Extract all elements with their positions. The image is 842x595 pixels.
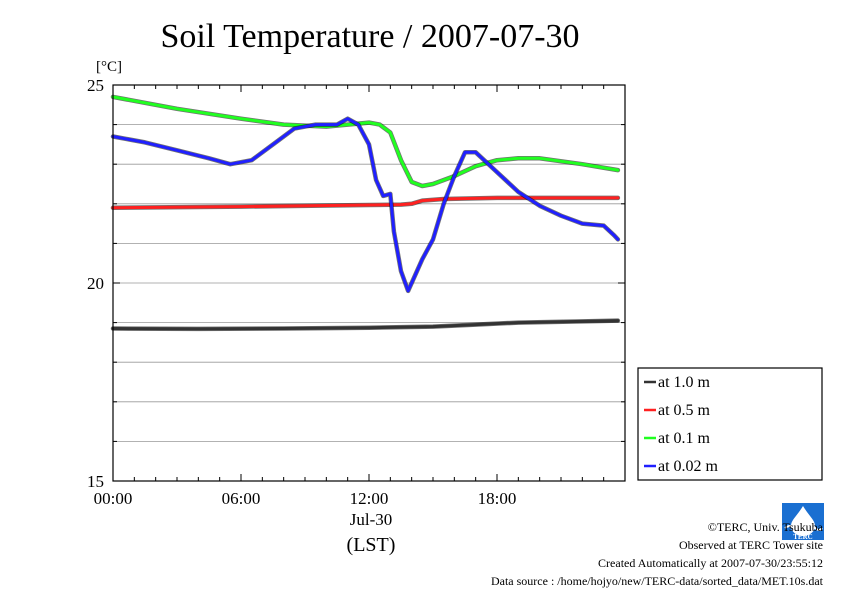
footer-created: Created Automatically at 2007-07-30/23:5…	[598, 556, 823, 570]
legend: at 1.0 m at 0.5 m at 0.1 m at 0.02 m	[637, 367, 823, 481]
legend-label: at 0.5 m	[658, 402, 711, 419]
wave-icon	[784, 525, 823, 531]
legend-label: at 1.0 m	[658, 374, 711, 391]
series-lines	[110, 94, 621, 332]
footer-observed: Observed at TERC Tower site	[678, 538, 823, 552]
x-tick-label: 12:00	[350, 489, 389, 508]
x-tick-label: 00:00	[94, 489, 133, 508]
footer-source: Data source : /home/hojyo/new/TERC-data/…	[490, 574, 823, 588]
y-axis-label: [°C]	[96, 59, 122, 75]
grid-lines	[113, 124, 625, 442]
x-tick-label: 06:00	[222, 489, 261, 508]
legend-label: at 0.1 m	[658, 430, 711, 447]
terc-logo: TERC	[782, 503, 824, 541]
series-line	[111, 117, 620, 293]
footer-copyright: ©TERC, Univ. Tsukuba	[707, 520, 823, 534]
legend-box	[637, 367, 823, 481]
x-tick-label: 18:00	[478, 489, 517, 508]
axis-ticks: 15 20 25 00:00 06:00 12:00 18:00	[87, 76, 625, 508]
chart-title: Soil Temperature / 2007-07-30	[160, 18, 579, 55]
series-line	[111, 95, 620, 188]
x-date-label: Jul-30	[350, 510, 393, 529]
y-tick-label: 25	[87, 76, 104, 95]
series-line	[111, 319, 620, 331]
y-tick-label: 20	[87, 274, 104, 293]
x-axis-label: (LST)	[347, 534, 396, 556]
y-tick-label: 15	[87, 472, 104, 491]
logo-text: TERC	[793, 533, 812, 541]
legend-label: at 0.02 m	[658, 458, 719, 475]
